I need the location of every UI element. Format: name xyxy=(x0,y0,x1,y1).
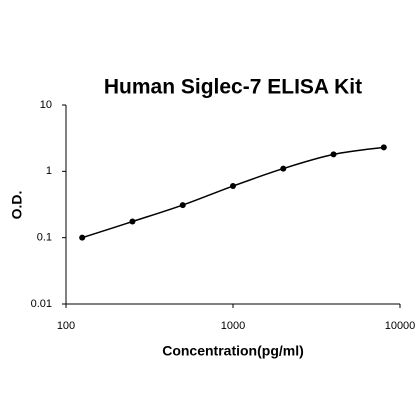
point xyxy=(230,183,236,190)
point xyxy=(330,151,337,158)
curve xyxy=(81,146,384,239)
x-tick-label: 10000 xyxy=(385,320,416,332)
x-tick-label: 1000 xyxy=(221,320,245,332)
y-tick-label: 0.1 xyxy=(37,232,52,244)
x-tick-label: 100 xyxy=(57,320,75,332)
y-tick-label: 10 xyxy=(40,99,52,111)
y-axis-label: O.D. xyxy=(9,191,25,220)
point xyxy=(280,165,287,172)
point xyxy=(79,234,86,241)
point xyxy=(129,218,136,225)
y-tick-label: 1 xyxy=(46,165,52,177)
x-axis-label: Concentration(pg/ml) xyxy=(162,343,304,359)
point xyxy=(380,144,387,151)
point xyxy=(179,202,186,209)
chart-title: Human Siglec-7 ELISA Kit xyxy=(104,76,362,99)
y-tick-label: 0.01 xyxy=(31,298,52,310)
